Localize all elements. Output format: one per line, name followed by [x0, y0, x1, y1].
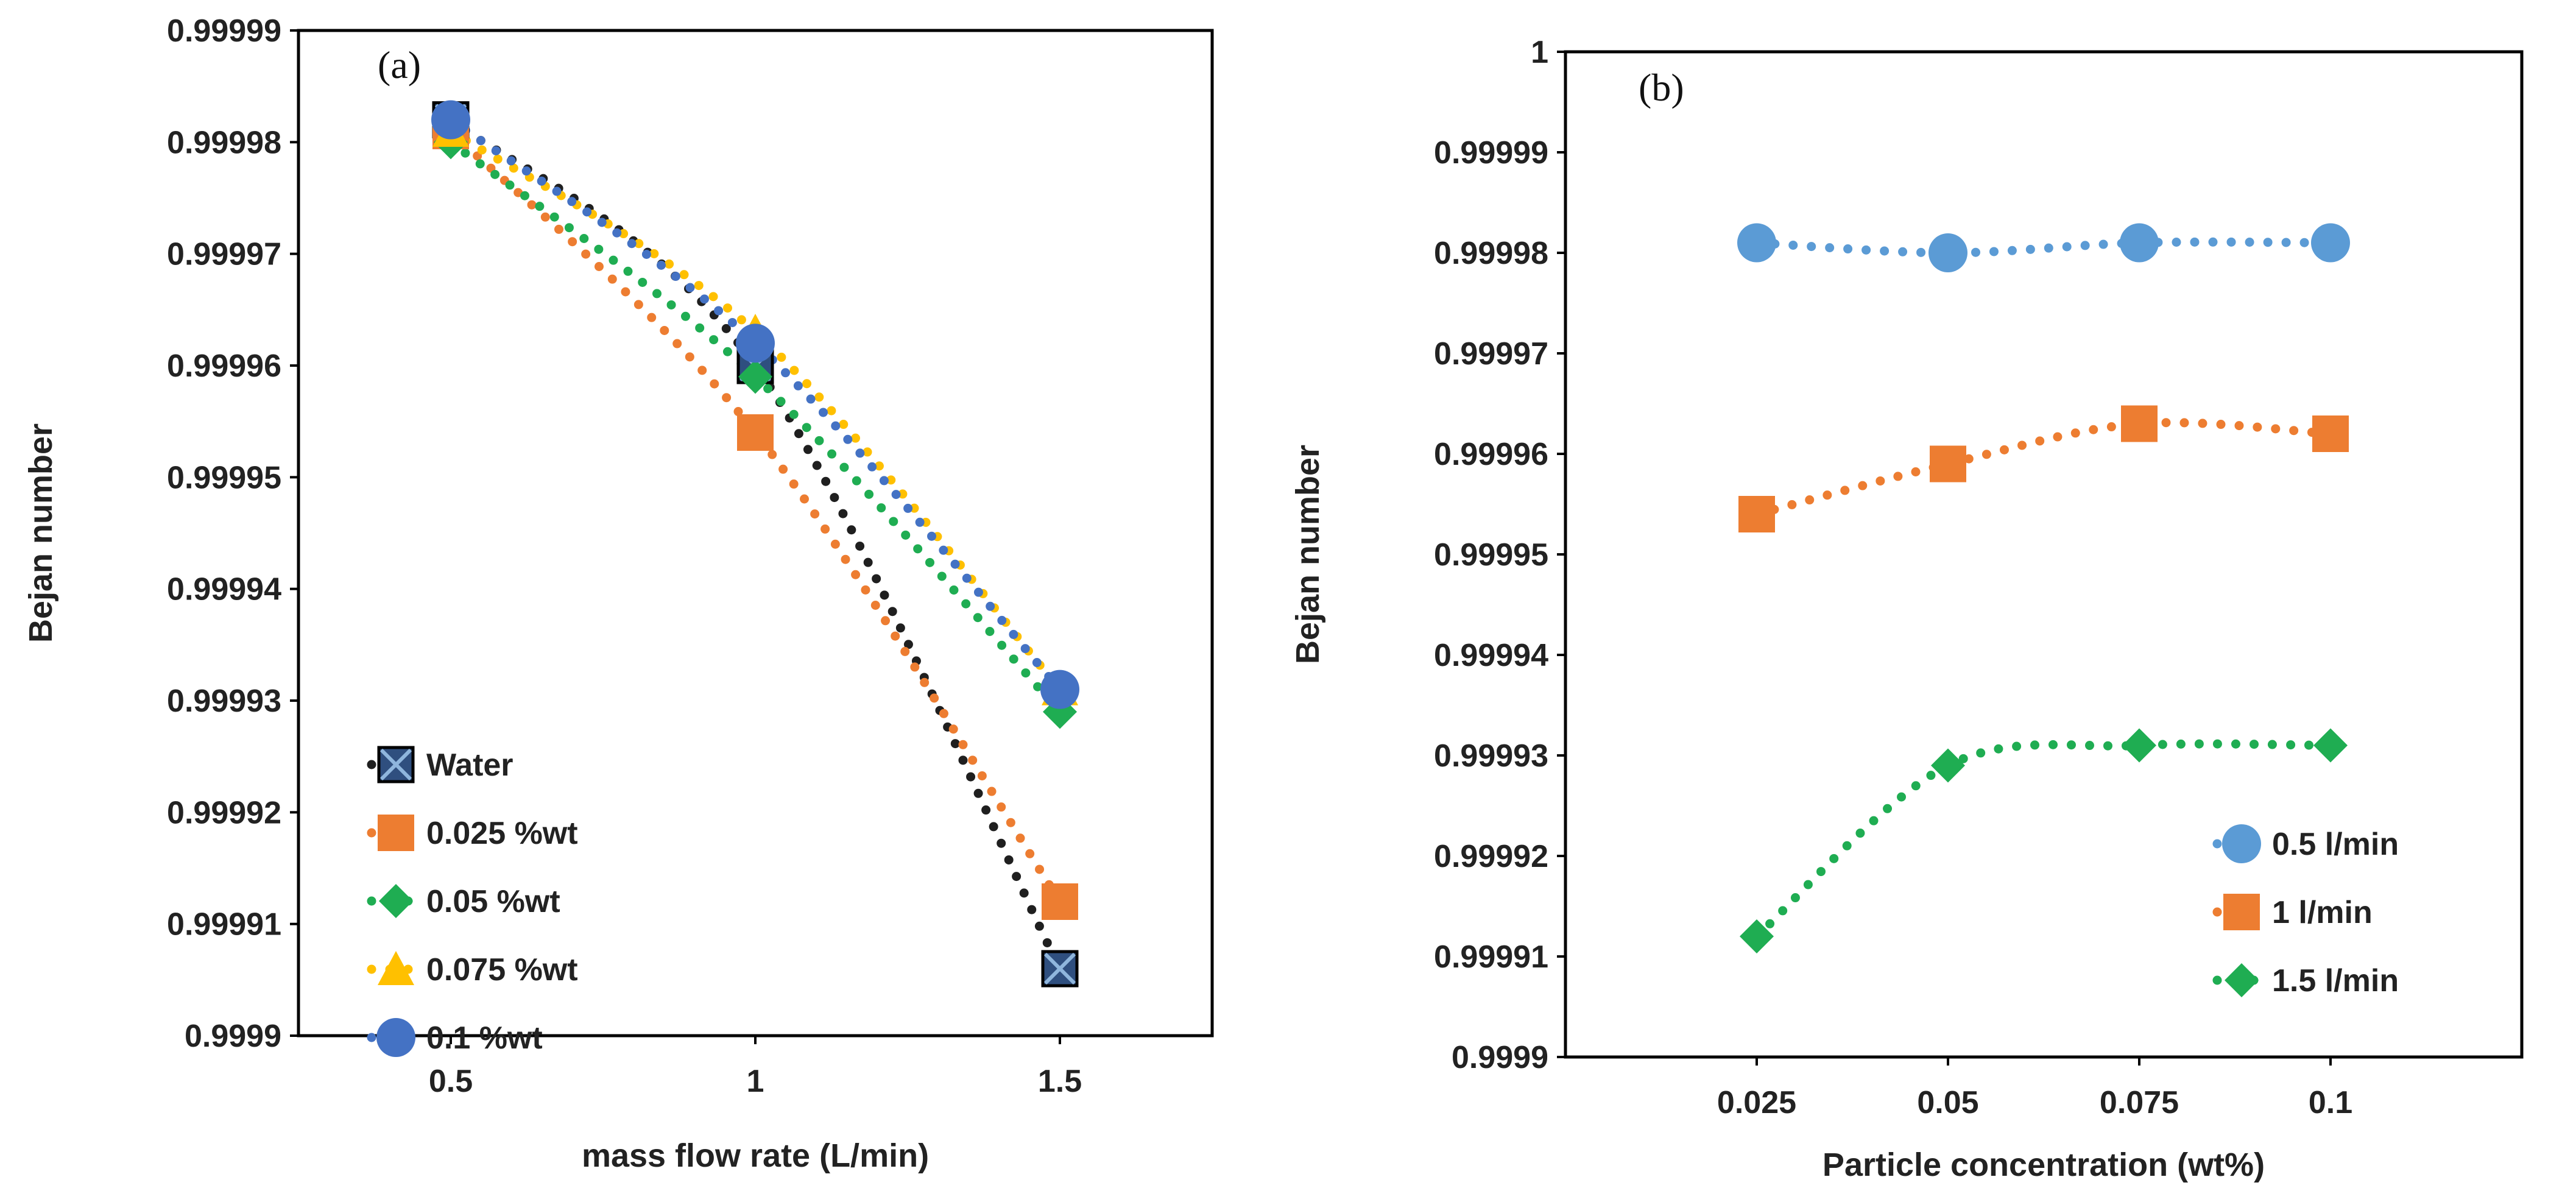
series-line-2 [1752, 739, 2335, 941]
y-tick-label: 0.99996 [1434, 437, 1548, 472]
data-point-1 [1042, 883, 1078, 920]
series-line-3 [446, 126, 1065, 695]
legend-marker [377, 746, 415, 783]
panel-b-series [1737, 223, 2350, 953]
series-line-0 [1752, 237, 2335, 258]
data-point-4 [431, 100, 470, 140]
data-point-1 [1930, 445, 1966, 483]
x-tick-label: 0.05 [1917, 1085, 1978, 1120]
y-tick-label: 0.99998 [1434, 236, 1548, 271]
y-tick-label: 1 [1531, 35, 1548, 70]
legend-entry-label: 0.075 %wt [426, 952, 578, 988]
legend-entry-label: 0.025 %wt [426, 816, 578, 851]
data-point-4 [1040, 670, 1079, 709]
y-tick-label: 0.9999 [1452, 1040, 1548, 1075]
x-tick-label: 1 [747, 1064, 764, 1099]
y-tick-label: 0.99998 [167, 125, 281, 160]
data-point-2 [738, 359, 772, 394]
y-tick-label: 0.99994 [167, 572, 281, 607]
data-point-0 [1737, 223, 1776, 263]
legend-marker [376, 1018, 415, 1057]
legend-entry-label: 1.5 l/min [2272, 963, 2399, 999]
legend-marker [378, 951, 414, 985]
data-point-1 [737, 414, 774, 451]
x-tick-label: 0.075 [2100, 1085, 2179, 1120]
legend-entry-label: 0.1 %wt [426, 1020, 543, 1056]
panel-a-legend: Water 0.025 %wt 0.05 %wt 0.075 %wt 0.1 %wt [367, 746, 578, 1057]
panel-b-ticks: 0.9999 0.99991 0.99992 0.99993 0.99994 0.9999… [1434, 35, 2352, 1120]
series-line-1 [446, 126, 1065, 907]
legend-entry-label: 0.5 l/min [2272, 827, 2399, 862]
panel-b: 0.9999 0.99991 0.99992 0.99993 0.99994 0.9999… [1290, 35, 2524, 1183]
legend-entry-label: 1 l/min [2272, 895, 2373, 930]
y-tick-label: 0.99995 [1434, 537, 1548, 573]
panel-a-series [431, 100, 1079, 988]
data-point-1 [2121, 405, 2158, 442]
x-tick-label: 0.1 [2309, 1085, 2352, 1120]
panel-a-ticks: 0.9999 0.99991 0.99992 0.99993 0.99994 0.9999… [167, 13, 1082, 1099]
y-tick-label: 0.99996 [167, 348, 281, 384]
data-point-0 [1928, 233, 1967, 272]
panel-b-legend: 0.5 l/min 1 l/min 1.5 l/min [2212, 824, 2399, 999]
y-tick-label: 0.99999 [1434, 135, 1548, 171]
data-point-4 [736, 323, 775, 363]
panel-a-y-axis-title: Bejan number [23, 423, 59, 643]
x-tick-label: 0.5 [429, 1064, 473, 1099]
legend-marker [2222, 824, 2261, 863]
data-point-2 [1931, 748, 1965, 783]
legend-entry-label: Water [426, 748, 513, 783]
data-point-2 [2122, 728, 2156, 763]
legend-marker [2225, 963, 2259, 997]
legend-marker [2223, 894, 2260, 930]
data-point-1 [2312, 415, 2349, 452]
x-tick-label: 0.025 [1717, 1085, 1796, 1120]
legend-entry-label: 0.05 %wt [426, 884, 560, 919]
data-point-0 [1041, 950, 1079, 988]
panel-b-x-axis-title: Particle concentration (wt%) [1823, 1147, 2265, 1183]
y-tick-label: 0.99994 [1434, 638, 1548, 673]
legend-marker [379, 884, 413, 918]
data-point-2 [1740, 919, 1774, 953]
y-tick-label: 0.99997 [167, 237, 281, 272]
x-tick-label: 1.5 [1038, 1064, 1082, 1099]
panel-a-x-axis-title: mass flow rate (L/min) [582, 1137, 929, 1174]
data-point-2 [2313, 728, 2348, 763]
panel-a: 0.9999 0.99991 0.99992 0.99993 0.99994 0.9999… [23, 13, 1214, 1174]
y-tick-label: 0.9999 [185, 1019, 281, 1054]
panel-b-y-axis-title: Bejan number [1290, 445, 1326, 664]
data-point-0 [2311, 223, 2350, 263]
y-tick-label: 0.99993 [1434, 738, 1548, 774]
y-tick-label: 0.99991 [167, 907, 281, 942]
series-line-1 [1752, 418, 2335, 519]
y-tick-label: 0.99997 [1434, 336, 1548, 372]
y-tick-label: 0.99995 [167, 460, 281, 495]
data-point-1 [1738, 496, 1775, 532]
y-tick-label: 0.99993 [167, 684, 281, 719]
panel-a-label: (a) [378, 43, 421, 87]
data-point-0 [2120, 223, 2159, 263]
panel-b-label: (b) [1639, 66, 1684, 109]
y-tick-label: 0.99992 [167, 795, 281, 830]
legend-marker [378, 815, 414, 851]
y-tick-label: 0.99999 [167, 13, 281, 49]
y-tick-label: 0.99991 [1434, 939, 1548, 975]
y-tick-label: 0.99992 [1434, 839, 1548, 874]
